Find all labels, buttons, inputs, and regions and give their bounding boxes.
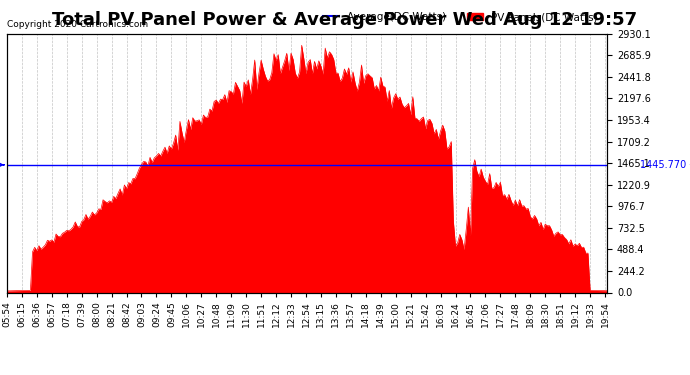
Text: Total PV Panel Power & Average Power Wed Aug 12 19:57: Total PV Panel Power & Average Power Wed… [52,11,638,29]
Text: Copyright 2020 Cartronics.com: Copyright 2020 Cartronics.com [7,20,148,28]
Legend: Average(DC Watts), PV Panels(DC Watts): Average(DC Watts), PV Panels(DC Watts) [319,8,602,26]
Text: 1445.770 →: 1445.770 → [640,160,690,170]
